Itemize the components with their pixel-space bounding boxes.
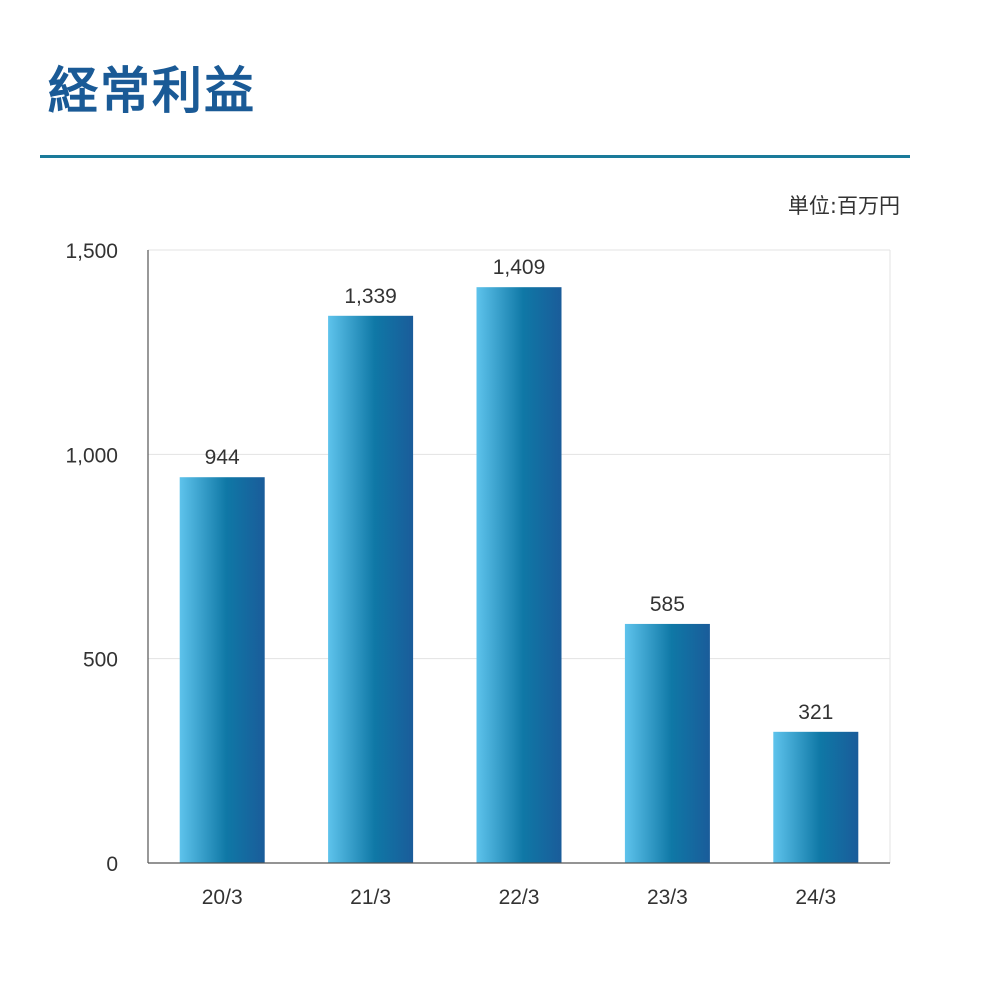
y-tick-label: 500 (83, 649, 118, 672)
y-tick-label: 0 (106, 853, 118, 876)
x-tick-label: 23/3 (647, 886, 688, 909)
bar (328, 315, 414, 864)
bar-value-label: 1,409 (493, 256, 546, 279)
y-tick-label: 1,000 (65, 444, 118, 467)
bar (179, 477, 265, 863)
bar (773, 731, 859, 863)
unit-label: 単位:百万円 (787, 194, 900, 218)
bar-value-label: 1,339 (344, 285, 397, 308)
labels: 0 500 1,000 1,500 944 20/3 1,339 21/3 1,409 22/3 5… (65, 240, 836, 909)
x-tick-label: 20/3 (202, 886, 243, 909)
x-tick-label: 24/3 (795, 886, 836, 909)
bar-value-label: 944 (205, 446, 240, 469)
y-tick-label: 1,500 (65, 240, 118, 263)
axes (147, 250, 890, 864)
chart-title: 経常利益 (48, 62, 256, 120)
bar (624, 623, 710, 863)
x-tick-label: 22/3 (499, 886, 540, 909)
x-tick-label: 21/3 (350, 886, 391, 909)
title-divider (40, 155, 910, 158)
bar (476, 287, 562, 863)
bars (179, 287, 859, 864)
bar-value-label: 321 (798, 701, 833, 724)
bar-value-label: 585 (650, 593, 685, 616)
